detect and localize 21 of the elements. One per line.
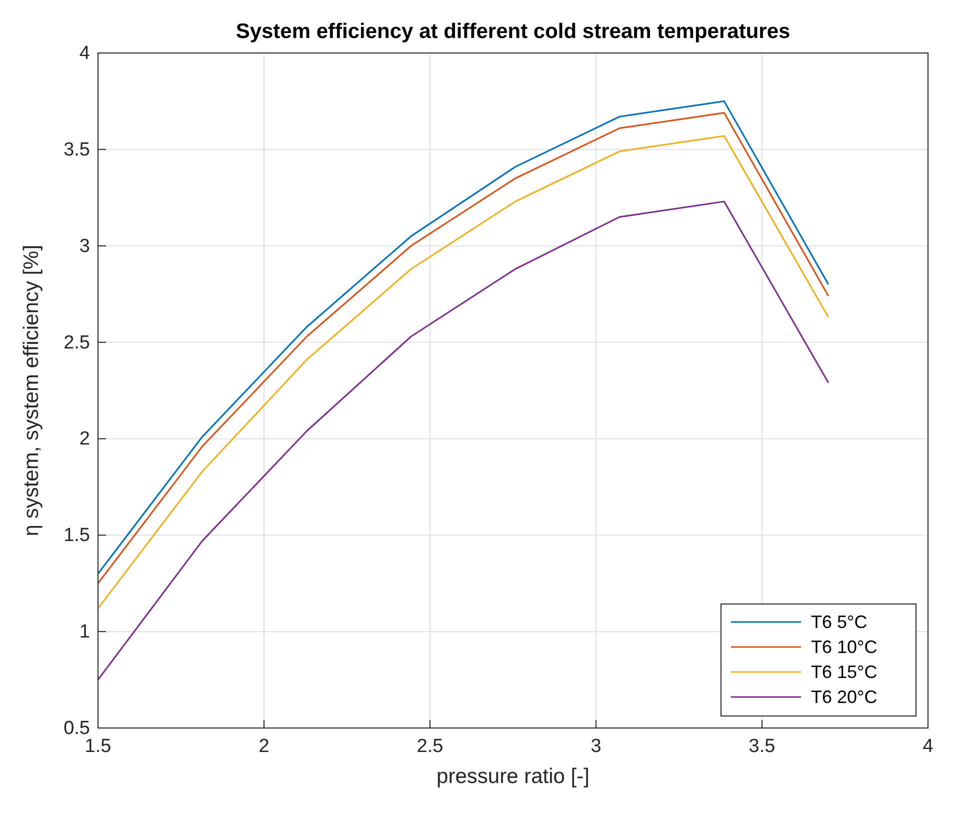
y-tick-label: 3 bbox=[79, 236, 90, 257]
y-axis-title: η system, system efficiency [%] bbox=[20, 244, 43, 536]
x-tick-label: 2.5 bbox=[416, 736, 444, 757]
x-tick-label: 3 bbox=[590, 736, 602, 757]
y-tick-label: 1 bbox=[79, 622, 90, 643]
y-tick-label: 2 bbox=[79, 428, 90, 450]
legend-label: T6 10°C bbox=[811, 637, 878, 657]
chart-title: System efficiency at different cold stream temperatures bbox=[236, 20, 790, 43]
y-tick-label: 2.5 bbox=[64, 332, 90, 354]
y-tick-label: 0.5 bbox=[64, 718, 90, 739]
legend-label: T6 5°C bbox=[811, 612, 868, 632]
y-tick-label: 3.5 bbox=[64, 139, 90, 160]
x-tick-label: 2 bbox=[258, 736, 270, 757]
x-tick-label: 3.5 bbox=[748, 736, 776, 757]
x-tick-label: 4 bbox=[922, 736, 934, 757]
legend-label: T6 20°C bbox=[811, 687, 878, 707]
y-tick-label: 4 bbox=[79, 43, 90, 64]
y-tick-label: 1.5 bbox=[64, 525, 90, 546]
legend-label: T6 15°C bbox=[811, 662, 878, 682]
line-series bbox=[97, 200, 830, 681]
x-axis-title: pressure ratio [-] bbox=[436, 765, 590, 788]
